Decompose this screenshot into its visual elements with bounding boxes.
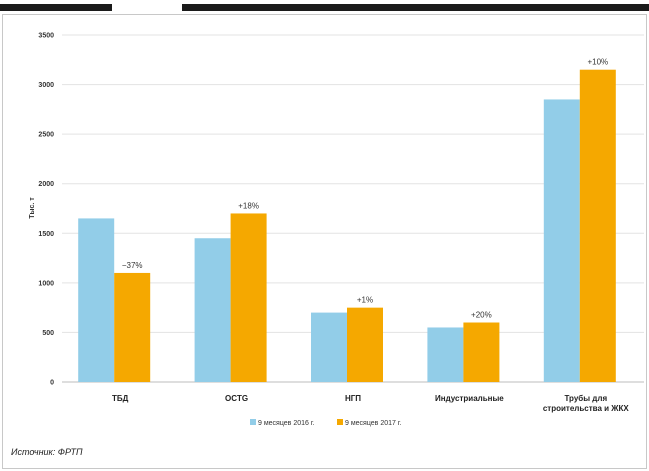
y-tick-label-3000: 3000 (38, 82, 54, 89)
bar-2017-2 (347, 307, 383, 382)
bar-2016-2 (311, 312, 347, 382)
y-tick-label-2500: 2500 (38, 132, 54, 139)
y-tick-label-3500: 3500 (38, 33, 54, 40)
bar-2016-4 (543, 99, 580, 382)
legend-label-0: 9 месяцев 2016 г. (258, 420, 315, 427)
y-tick-label-1000: 1000 (38, 280, 54, 287)
legend-label-1: 9 месяцев 2017 г. (345, 420, 402, 427)
top-rule-gap (112, 0, 182, 12)
bar-2017-4 (579, 69, 616, 382)
category-label-2-0: НГП (345, 394, 361, 403)
category-label-4-0: Трубы для (564, 394, 607, 403)
y-axis-label: Тыс. т (29, 197, 36, 219)
bar-2017-3 (463, 322, 500, 382)
y-tick-label-0: 0 (50, 380, 54, 387)
y-tick-label-500: 500 (42, 330, 54, 337)
legend-swatch-1 (337, 419, 343, 425)
y-tick-label-1500: 1500 (38, 231, 54, 238)
category-label-0-0: ТБД (112, 394, 129, 403)
change-label-2: +1% (357, 296, 373, 305)
change-label-4: +10% (587, 58, 608, 67)
source-note: Источник: ФРТП (11, 447, 83, 457)
bar-2016-0 (78, 218, 115, 382)
change-label-0: −37% (122, 261, 143, 270)
y-tick-label-2000: 2000 (38, 181, 54, 188)
bar-2016-1 (194, 238, 231, 382)
bar-2017-1 (230, 213, 267, 382)
bar-2016-3 (427, 327, 464, 382)
change-label-1: +18% (238, 201, 259, 210)
legend-swatch-0 (250, 419, 256, 425)
category-label-3-0: Индустриальные (435, 394, 504, 403)
top-rule (0, 4, 649, 11)
bar-2017-0 (114, 272, 151, 382)
change-label-3: +20% (471, 311, 492, 320)
category-label-1-0: OCTG (225, 394, 248, 403)
category-label-4-1: строительства и ЖКХ (543, 404, 630, 413)
